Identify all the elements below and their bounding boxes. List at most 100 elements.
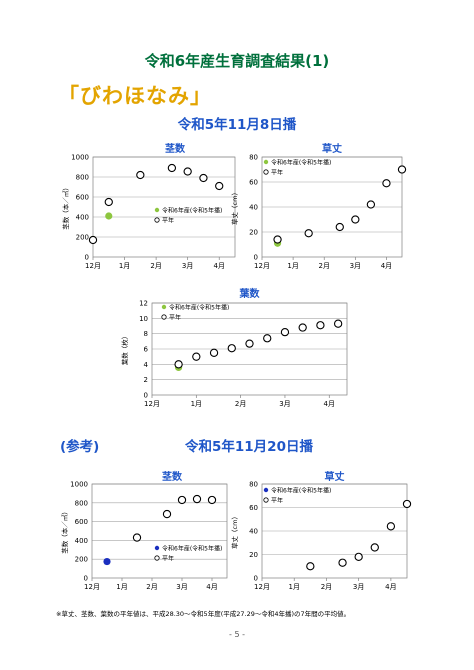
- y-tick-label: 0: [254, 254, 258, 262]
- x-tick-label: 3月: [353, 583, 364, 591]
- x-tick-label: 12月: [85, 262, 101, 270]
- normal-year-point: [174, 360, 183, 369]
- legend-marker-current: [154, 545, 160, 551]
- x-tick-label: 4月: [381, 262, 392, 270]
- normal-year-point: [199, 173, 208, 183]
- legend-marker-normal: [161, 314, 167, 320]
- y-tick-label: 60: [249, 504, 258, 512]
- x-tick-label: 12月: [254, 262, 270, 270]
- x-tick-label: 3月: [350, 262, 361, 270]
- plot-frame: [261, 483, 408, 579]
- chart-title-height-nov8: 草丈: [322, 144, 342, 155]
- legend-marker-current: [263, 487, 269, 493]
- y-tick-label: 10: [139, 315, 148, 323]
- normal-year-point: [382, 179, 391, 188]
- legend-marker-normal: [154, 217, 160, 223]
- y-tick-label: 20: [249, 229, 258, 237]
- normal-year-point: [263, 334, 272, 343]
- reference-label: (参考): [60, 439, 100, 455]
- x-tick-label: 12月: [144, 400, 160, 408]
- y-axis-label: 草丈（cm）: [230, 513, 239, 549]
- y-tick-label: 2: [144, 376, 148, 384]
- normal-year-point: [167, 163, 177, 173]
- y-tick-label: 60: [249, 179, 258, 187]
- y-tick-label: 800: [75, 499, 88, 507]
- y-axis-label: 葉数（枚）: [120, 333, 129, 366]
- normal-year-point: [132, 533, 142, 542]
- y-tick-label: 40: [249, 528, 258, 536]
- x-tick-label: 1月: [116, 583, 127, 591]
- y-tick-label: 400: [75, 537, 88, 545]
- y-tick-label: 0: [84, 575, 88, 583]
- x-tick-label: 1月: [288, 583, 299, 591]
- legend-label-current: 令和6年産(令和5年播): [169, 303, 229, 311]
- legend-label-normal: 平年: [271, 168, 283, 176]
- legend-marker-current: [263, 159, 269, 165]
- legend-marker-normal: [263, 497, 269, 503]
- x-tick-label: 4月: [385, 583, 396, 591]
- current-year-point: [105, 212, 113, 220]
- x-tick-label: 2月: [150, 262, 161, 270]
- normal-year-point: [298, 323, 307, 332]
- y-tick-label: 0: [85, 254, 89, 262]
- y-tick-label: 12: [139, 300, 148, 308]
- legend-label-normal: 平年: [162, 216, 174, 224]
- y-tick-label: 80: [249, 154, 258, 162]
- x-tick-label: 4月: [206, 583, 217, 591]
- normal-year-point: [215, 181, 224, 191]
- normal-year-point: [351, 215, 360, 224]
- normal-year-point: [338, 558, 347, 567]
- y-tick-label: 40: [249, 204, 258, 212]
- normal-year-point: [335, 222, 344, 232]
- sowing-date-main: 令和5年11月8日播: [177, 117, 297, 133]
- legend-label-normal: 平年: [162, 554, 174, 562]
- x-tick-label: 12月: [254, 583, 270, 591]
- x-tick-label: 3月: [279, 400, 290, 408]
- legend-label-current: 令和6年産(令和5年播): [162, 206, 222, 214]
- normal-year-point: [333, 319, 343, 328]
- legend-marker-normal: [154, 555, 160, 561]
- x-tick-label: 2月: [321, 583, 332, 591]
- y-axis-label: 草丈（cm）: [230, 189, 239, 225]
- chart-title-stems-nov20: 茎数: [162, 472, 182, 483]
- legend-label-current: 令和6年産(令和5年播): [271, 486, 331, 494]
- y-tick-label: 400: [76, 214, 89, 222]
- legend-marker-normal: [263, 169, 269, 175]
- legend-label-normal: 平年: [271, 496, 283, 504]
- chart-title-height-nov20: 草丈: [324, 472, 345, 483]
- y-tick-label: 200: [76, 234, 89, 242]
- x-tick-label: 1月: [287, 262, 298, 270]
- normal-year-point: [386, 522, 396, 531]
- y-tick-label: 800: [76, 174, 89, 182]
- normal-year-point: [88, 235, 98, 245]
- x-tick-label: 1月: [191, 400, 202, 408]
- x-tick-label: 2月: [235, 400, 246, 408]
- page-title: 令和6年産生育調査結果(1): [144, 52, 330, 70]
- normal-year-point: [192, 352, 201, 361]
- normal-year-point: [366, 200, 376, 209]
- normal-year-point: [397, 165, 407, 174]
- y-tick-label: 600: [75, 518, 88, 526]
- normal-year-point: [280, 327, 290, 337]
- variety-name: 「びわほなみ」: [58, 84, 212, 108]
- normal-year-point: [162, 509, 172, 519]
- chart-title-leaves-nov8: 葉数: [239, 289, 260, 300]
- normal-year-point: [104, 197, 113, 207]
- x-tick-label: 4月: [213, 262, 224, 270]
- plot-frame: [151, 302, 348, 396]
- legend-label-current: 令和6年産(令和5年播): [162, 544, 222, 552]
- y-tick-label: 8: [144, 330, 148, 338]
- y-tick-label: 0: [144, 392, 148, 400]
- normal-year-point: [136, 170, 145, 180]
- normal-year-point: [227, 344, 236, 353]
- normal-year-point: [354, 552, 363, 561]
- plot-frame: [92, 156, 236, 258]
- y-axis-label: 茎数（本／㎡）: [60, 508, 69, 554]
- footnote: ※草丈、茎数、葉数の平年値は、平成28.30～令和5年度(平成27.29～令和4…: [56, 610, 351, 618]
- normal-year-point: [192, 494, 202, 504]
- x-tick-label: 4月: [324, 400, 335, 408]
- y-tick-label: 80: [249, 481, 258, 489]
